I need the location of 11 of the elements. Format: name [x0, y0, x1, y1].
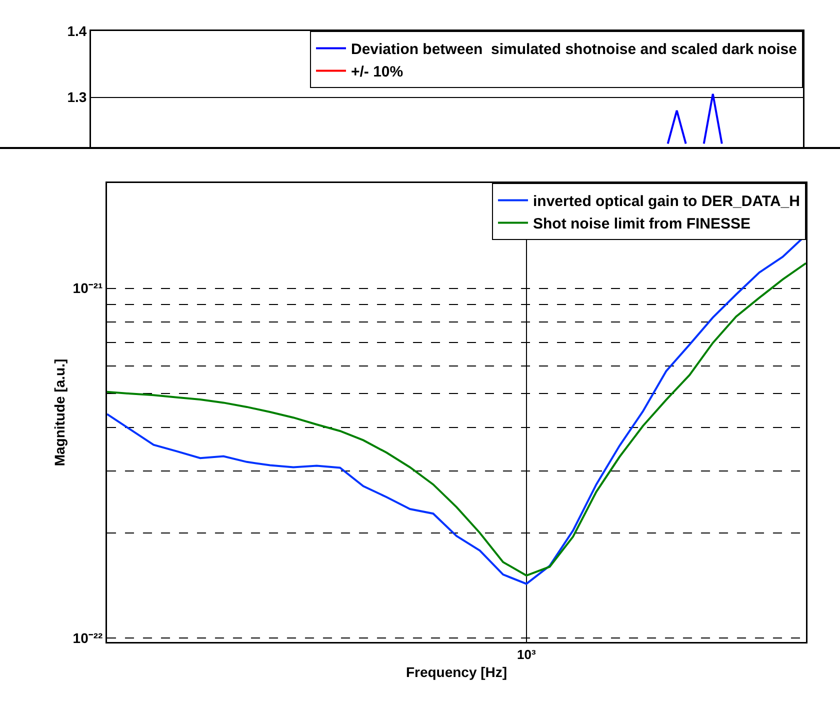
legend-label: inverted optical gain to DER_DATA_H: [533, 193, 800, 210]
legend-label: Shot noise limit from FINESSE: [533, 216, 751, 233]
y-tick-label: 1.3: [67, 89, 87, 106]
legend-label: Deviation between simulated shotnoise and scaled dark noise: [351, 41, 797, 58]
y-tick-label: 1.4: [67, 22, 87, 39]
x-axis-title: Frequency [Hz]: [406, 664, 508, 680]
y-axis-title: Magnitude [a.u.]: [52, 358, 68, 466]
y-tick-label: 10⁻²¹: [72, 280, 104, 296]
y-tick-label: 10⁻²²: [72, 630, 104, 646]
legend-label: +/- 10%: [351, 64, 404, 81]
x-tick-label: 10³: [517, 647, 536, 662]
